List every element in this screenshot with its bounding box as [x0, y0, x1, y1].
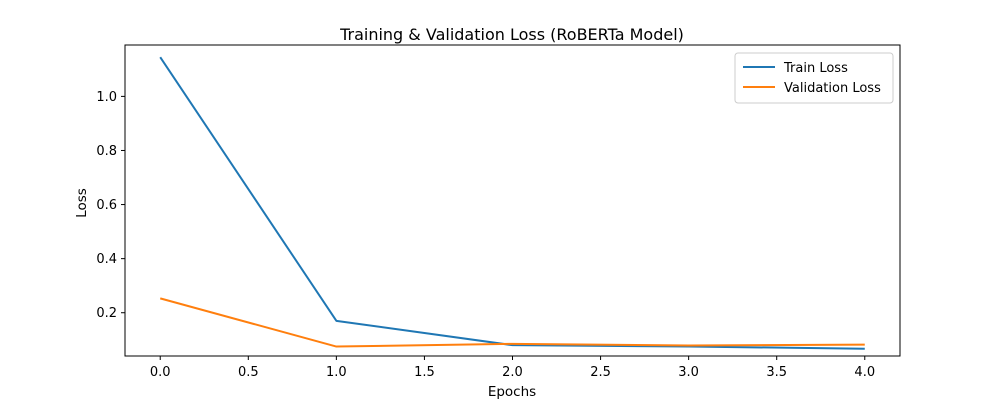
x-axis-label: Epochs	[488, 384, 536, 400]
x-tick-label: 4.0	[854, 365, 875, 380]
x-tick-label: 1.5	[414, 365, 435, 380]
y-tick-label: 1.0	[96, 90, 117, 105]
y-tick-label: 0.6	[96, 198, 117, 213]
legend-label-validation-loss: Validation Loss	[784, 81, 881, 96]
x-tick-label: 0.0	[150, 365, 171, 380]
series-lines	[159, 56, 865, 350]
x-tick-label: 3.5	[766, 365, 787, 380]
x-tick-label: 2.0	[502, 365, 523, 380]
x-tick-label: 3.0	[678, 365, 699, 380]
y-tick-label: 0.8	[96, 144, 117, 159]
legend-label-train-loss: Train Loss	[783, 61, 848, 76]
chart-title: Training & Validation Loss (RoBERTa Mode…	[339, 25, 684, 44]
y-tick-label: 0.4	[96, 252, 117, 267]
x-axis: 0.0 0.5 1.0 1.5 2.0 2.5 3.0 3.5 4.0	[150, 356, 875, 380]
x-tick-label: 2.5	[590, 365, 611, 380]
y-axis-label: Loss	[74, 188, 90, 218]
legend-box	[734, 52, 894, 104]
x-tick-label: 0.5	[238, 365, 259, 380]
x-tick-label: 1.0	[326, 365, 347, 380]
y-axis: 0.2 0.4 0.6 0.8 1.0	[96, 90, 125, 321]
legend: Train Loss Validation Loss	[734, 52, 894, 104]
series-line-train-loss	[159, 56, 865, 350]
series-line-validation-loss	[159, 297, 865, 348]
y-tick-label: 0.2	[96, 306, 117, 321]
